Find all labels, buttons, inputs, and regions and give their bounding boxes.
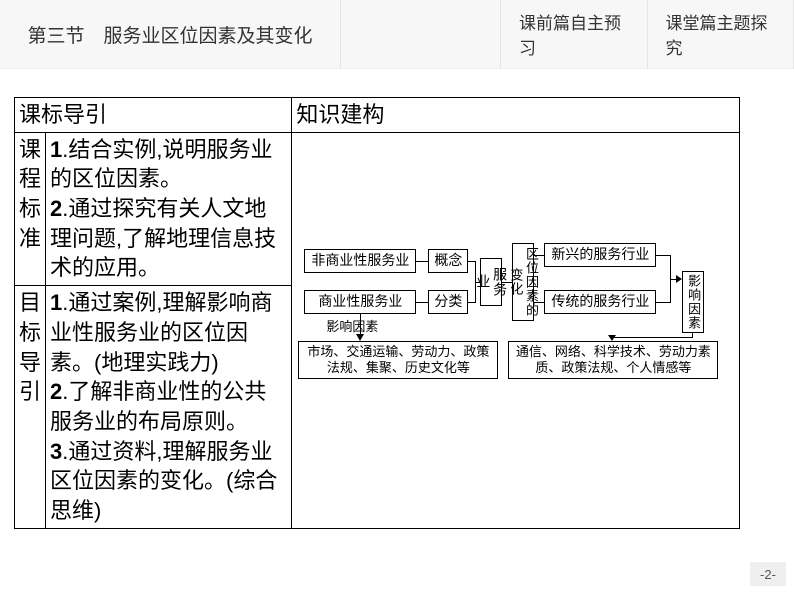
diagram-line <box>360 314 361 336</box>
diagram-line <box>475 282 480 283</box>
header-left: 课标导引 <box>15 98 292 133</box>
arrow-down-icon <box>356 334 364 341</box>
box-factors-right: 通信、网络、科学技术、劳动力素质、政策法规、个人情感等 <box>508 341 718 379</box>
box-influence: 影响因素 <box>682 271 704 333</box>
row2-content: 1.通过案例,理解影响商业性服务业的区位因素。(地理实践力)2.了解非商业性的公… <box>46 286 292 529</box>
box-concept: 概念 <box>428 249 468 273</box>
box-classify: 分类 <box>428 290 468 314</box>
box-noncommercial: 非商业性服务业 <box>304 249 416 273</box>
main-table: 课标导引 知识建构 课程标准 1.结合实例,说明服务业的区位因素。2.通过探究有… <box>14 97 740 529</box>
page-number: -2- <box>750 562 786 586</box>
diagram-line <box>612 337 693 338</box>
box-commercial: 商业性服务业 <box>304 290 416 314</box>
header-right: 知识建构 <box>292 98 740 133</box>
box-factors-left: 市场、交通运输、劳动力、政策法规、集聚、历史文化等 <box>298 341 498 379</box>
table-row: 课程标准 1.结合实例,说明服务业的区位因素。2.通过探究有关人文地理问题,了解… <box>15 132 740 285</box>
tab-explore[interactable]: 课堂篇主题探究 <box>648 0 794 69</box>
table-header-row: 课标导引 知识建构 <box>15 98 740 133</box>
chapter-title: 第三节 服务业区位因素及其变化 <box>0 0 341 69</box>
box-traditional: 传统的服务行业 <box>544 290 656 314</box>
row1-label: 课程标准 <box>15 132 46 285</box>
box-emerging: 新兴的服务行业 <box>544 243 656 267</box>
diagram-line <box>502 282 512 283</box>
topbar-spacer <box>341 0 501 69</box>
arrow-down-icon <box>608 335 616 341</box>
box-service: 服务业 <box>480 258 502 306</box>
diagram-line <box>534 255 544 256</box>
diagram-line <box>656 255 670 256</box>
row1-content: 1.结合实例,说明服务业的区位因素。2.通过探究有关人文地理问题,了解地理信息技… <box>46 132 292 285</box>
diagram-line <box>416 302 428 303</box>
diagram-line <box>416 261 428 262</box>
diagram-line <box>534 302 544 303</box>
diagram-cell: 非商业性服务业 商业性服务业 概念 分类 服务业 区位因素的变化 新兴的服务行业… <box>292 132 740 528</box>
diagram-line <box>656 302 670 303</box>
topbar: 第三节 服务业区位因素及其变化 课前篇自主预习 课堂篇主题探究 <box>0 0 794 69</box>
row2-label: 目标导引 <box>15 286 46 529</box>
box-locchange: 区位因素的变化 <box>512 243 534 321</box>
knowledge-diagram: 非商业性服务业 商业性服务业 概念 分类 服务业 区位因素的变化 新兴的服务行业… <box>296 135 735 497</box>
arrow-right-icon <box>676 275 682 283</box>
tab-preview[interactable]: 课前篇自主预习 <box>501 0 648 69</box>
label-influence-factor: 影响因素 <box>326 318 378 336</box>
